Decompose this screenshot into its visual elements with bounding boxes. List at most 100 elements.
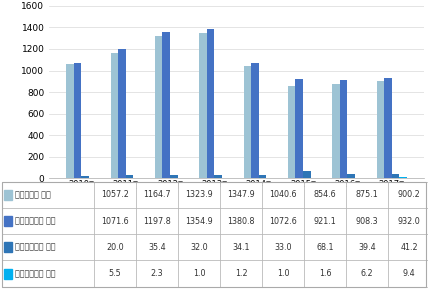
Bar: [347, 174, 355, 178]
Text: 1.2: 1.2: [235, 269, 247, 278]
FancyBboxPatch shape: [304, 234, 346, 260]
Bar: [4, 242, 12, 252]
Text: 921.1: 921.1: [314, 217, 336, 226]
Bar: [244, 66, 251, 178]
Text: 6.2: 6.2: [361, 269, 374, 278]
FancyBboxPatch shape: [178, 260, 220, 287]
Bar: [4, 190, 12, 200]
Text: 1380.8: 1380.8: [227, 217, 255, 226]
Bar: [66, 64, 74, 178]
Text: 白糖产量： 万吨: 白糖产量： 万吨: [15, 190, 51, 199]
Text: 1354.9: 1354.9: [185, 217, 213, 226]
Bar: [199, 33, 207, 178]
Bar: [288, 86, 295, 178]
Bar: [332, 84, 340, 178]
FancyBboxPatch shape: [262, 182, 304, 208]
Bar: [377, 81, 384, 178]
FancyBboxPatch shape: [304, 208, 346, 234]
Text: 33.0: 33.0: [274, 243, 292, 252]
FancyBboxPatch shape: [178, 234, 220, 260]
Bar: [163, 32, 170, 178]
Bar: [81, 176, 89, 178]
FancyBboxPatch shape: [94, 182, 136, 208]
Bar: [340, 80, 347, 178]
Text: 35.4: 35.4: [149, 243, 166, 252]
FancyBboxPatch shape: [136, 260, 178, 287]
FancyBboxPatch shape: [178, 208, 220, 234]
Bar: [295, 79, 303, 178]
FancyBboxPatch shape: [220, 234, 262, 260]
FancyBboxPatch shape: [346, 260, 388, 287]
Bar: [399, 177, 407, 178]
FancyBboxPatch shape: [262, 208, 304, 234]
Text: 9.4: 9.4: [403, 269, 416, 278]
FancyBboxPatch shape: [94, 234, 136, 260]
FancyBboxPatch shape: [2, 234, 94, 260]
Text: 1.0: 1.0: [277, 269, 289, 278]
FancyBboxPatch shape: [136, 234, 178, 260]
Bar: [4, 269, 12, 278]
Text: 41.2: 41.2: [400, 243, 418, 252]
Bar: [118, 49, 126, 178]
Bar: [214, 175, 222, 178]
FancyBboxPatch shape: [262, 260, 304, 287]
Bar: [207, 30, 214, 178]
Text: 2.3: 2.3: [151, 269, 163, 278]
Text: 932.0: 932.0: [398, 217, 421, 226]
Text: 5.5: 5.5: [109, 269, 122, 278]
FancyBboxPatch shape: [2, 208, 94, 234]
Bar: [251, 63, 259, 178]
Text: 白糖出口量： 万吨: 白糖出口量： 万吨: [15, 269, 55, 278]
Text: 34.1: 34.1: [232, 243, 250, 252]
Bar: [155, 36, 163, 178]
Text: 1.0: 1.0: [193, 269, 205, 278]
Text: 1.6: 1.6: [319, 269, 331, 278]
Bar: [170, 175, 178, 178]
FancyBboxPatch shape: [136, 208, 178, 234]
FancyBboxPatch shape: [220, 182, 262, 208]
FancyBboxPatch shape: [136, 182, 178, 208]
FancyBboxPatch shape: [304, 260, 346, 287]
Text: 1347.9: 1347.9: [227, 190, 255, 199]
FancyBboxPatch shape: [388, 182, 428, 208]
FancyBboxPatch shape: [2, 182, 94, 208]
Text: 1164.7: 1164.7: [143, 190, 171, 199]
Text: 白糖需求量： 万吨: 白糖需求量： 万吨: [15, 217, 55, 226]
Text: 1071.6: 1071.6: [101, 217, 129, 226]
FancyBboxPatch shape: [94, 260, 136, 287]
Bar: [110, 53, 118, 178]
FancyBboxPatch shape: [304, 182, 346, 208]
FancyBboxPatch shape: [220, 260, 262, 287]
Text: 1323.9: 1323.9: [185, 190, 213, 199]
Bar: [259, 175, 266, 178]
FancyBboxPatch shape: [2, 260, 94, 287]
FancyBboxPatch shape: [94, 208, 136, 234]
FancyBboxPatch shape: [388, 234, 428, 260]
Text: 68.1: 68.1: [316, 243, 334, 252]
Text: 1197.8: 1197.8: [143, 217, 171, 226]
FancyBboxPatch shape: [388, 260, 428, 287]
FancyBboxPatch shape: [346, 234, 388, 260]
FancyBboxPatch shape: [262, 234, 304, 260]
FancyBboxPatch shape: [178, 182, 220, 208]
Bar: [74, 63, 81, 178]
Text: 1072.6: 1072.6: [269, 217, 297, 226]
Text: 1040.6: 1040.6: [269, 190, 297, 199]
FancyBboxPatch shape: [220, 208, 262, 234]
Text: 875.1: 875.1: [356, 190, 378, 199]
FancyBboxPatch shape: [346, 182, 388, 208]
Text: 白糖进口量： 万吨: 白糖进口量： 万吨: [15, 243, 55, 252]
Text: 39.4: 39.4: [358, 243, 376, 252]
Text: 1057.2: 1057.2: [101, 190, 129, 199]
Bar: [392, 174, 399, 178]
Text: 908.3: 908.3: [356, 217, 378, 226]
Text: 854.6: 854.6: [314, 190, 336, 199]
Text: 900.2: 900.2: [398, 190, 421, 199]
Bar: [303, 171, 310, 178]
FancyBboxPatch shape: [346, 208, 388, 234]
Text: 20.0: 20.0: [106, 243, 124, 252]
Bar: [4, 216, 12, 226]
FancyBboxPatch shape: [388, 208, 428, 234]
Bar: [384, 78, 392, 178]
Text: 32.0: 32.0: [190, 243, 208, 252]
